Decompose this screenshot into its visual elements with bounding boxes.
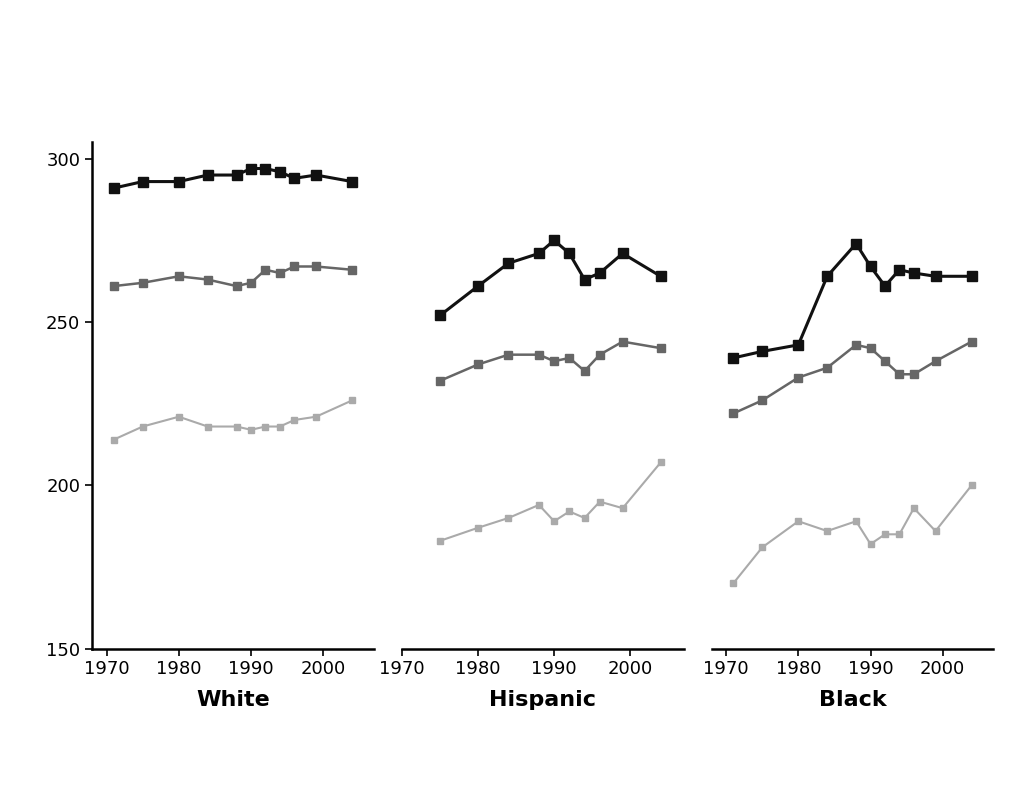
X-axis label: White: White [196, 690, 270, 710]
X-axis label: Hispanic: Hispanic [489, 690, 596, 710]
X-axis label: Black: Black [818, 690, 887, 710]
